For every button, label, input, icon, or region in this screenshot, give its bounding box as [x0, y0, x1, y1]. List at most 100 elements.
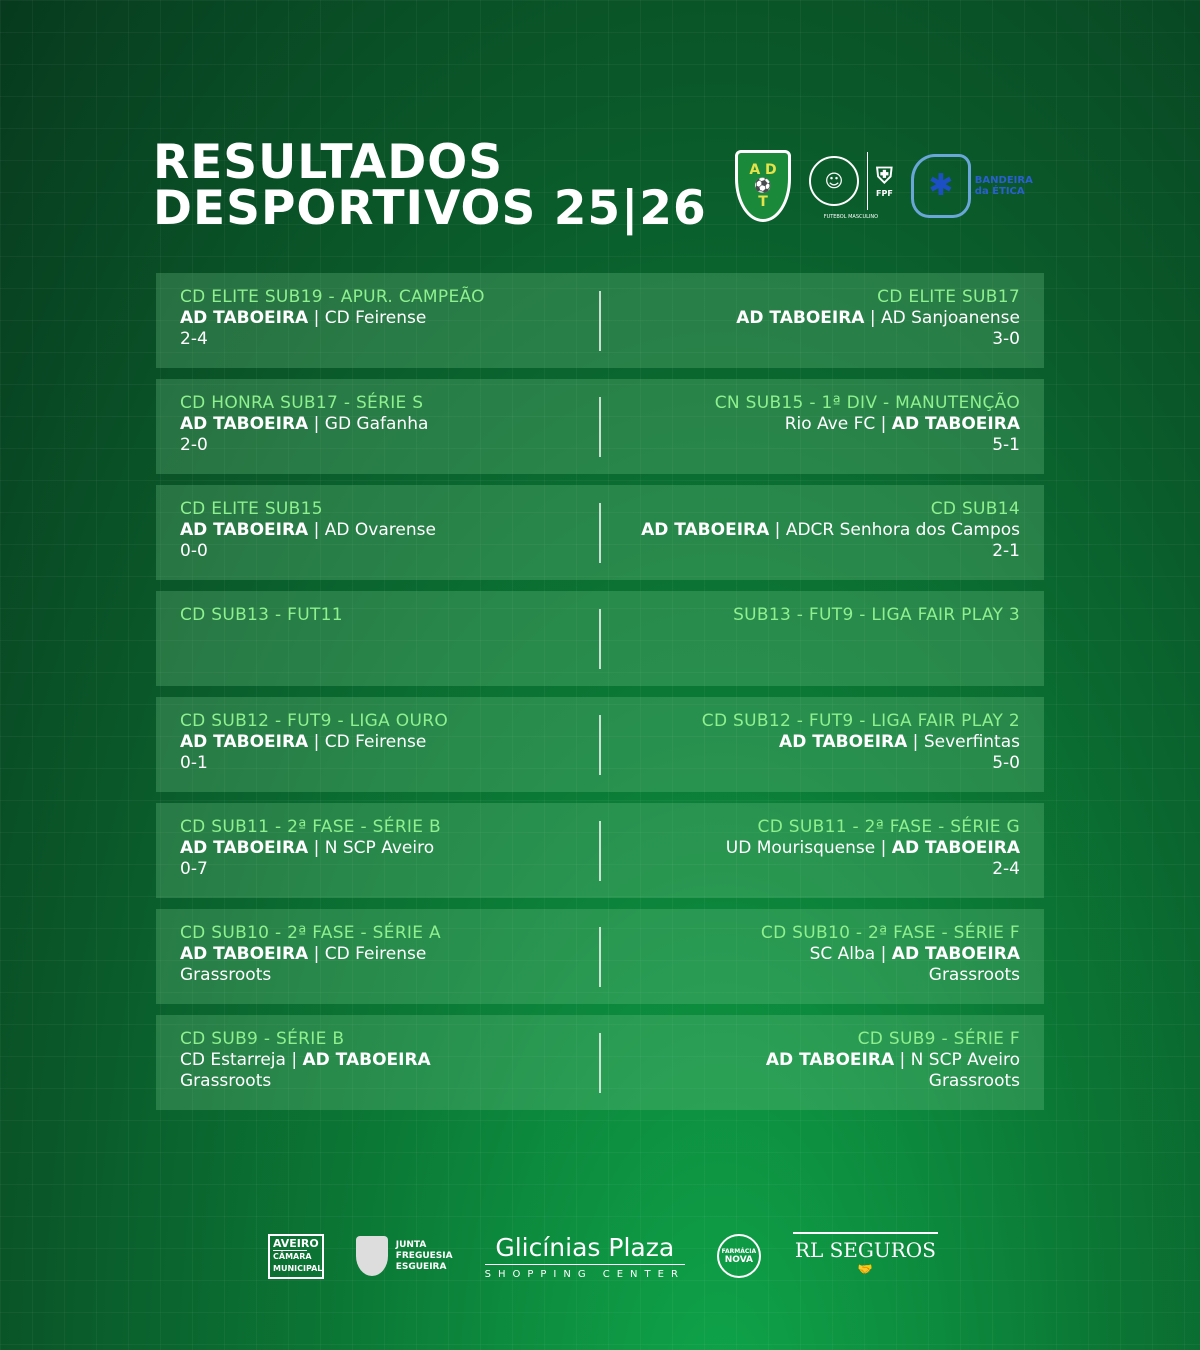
away-team: Severfintas — [923, 732, 1020, 752]
home-team: AD TABOEIRA — [641, 520, 770, 540]
home-team: AD TABOEIRA — [180, 308, 309, 328]
competition-label: SUB13 - FUT9 - LIGA FAIR PLAY 3 — [733, 605, 1020, 625]
game-left: CD SUB13 - FUT11 — [180, 605, 600, 647]
match-result: 5-0 — [992, 753, 1020, 773]
result-card: CD SUB12 - FUT9 - LIGA OURO AD TABOEIRA … — [156, 697, 1044, 792]
home-team: AD TABOEIRA — [765, 1050, 895, 1070]
game-left: CD SUB10 - 2ª FASE - SÉRIE A AD TABOEIRA… — [180, 923, 600, 986]
match-result: 3-0 — [992, 329, 1020, 349]
home-team: CD Estarreja — [180, 1050, 286, 1070]
home-team: AD TABOEIRA — [180, 838, 309, 858]
card-divider — [599, 291, 601, 351]
card-divider — [599, 1033, 601, 1093]
match-result: 2-4 — [180, 329, 208, 349]
match-teams: UD Mourisquense | AD TABOEIRA — [725, 838, 1020, 858]
competition-label: CD SUB9 - SÉRIE F — [857, 1029, 1020, 1049]
game-right: CD SUB10 - 2ª FASE - SÉRIE F SC Alba | A… — [600, 923, 1020, 986]
farmacia-nova-logo: FARMÁCIA NOVA — [716, 1234, 761, 1278]
away-team: CD Feirense — [324, 308, 427, 328]
game-left: CD ELITE SUB15 AD TABOEIRA | AD Ovarense… — [180, 499, 600, 562]
card-divider — [599, 609, 601, 669]
match-result: Grassroots — [928, 965, 1020, 985]
match-teams — [180, 626, 600, 647]
away-team: CD Feirense — [324, 944, 427, 964]
game-right: CD SUB14 AD TABOEIRA | ADCR Senhora dos … — [600, 499, 1020, 562]
home-team: AD TABOEIRA — [180, 414, 309, 434]
fpf-certification-logo: ☺ ⛨ FPF FUTEBOL MASCULINO — [809, 152, 893, 220]
competition-label: CD SUB11 - 2ª FASE - SÉRIE B — [180, 817, 441, 837]
game-right: SUB13 - FUT9 - LIGA FAIR PLAY 3 — [600, 605, 1020, 647]
away-team: CD Feirense — [324, 732, 427, 752]
home-team: AD TABOEIRA — [180, 944, 309, 964]
game-left: CD ELITE SUB19 - APUR. CAMPEÃO AD TABOEI… — [180, 287, 600, 350]
match-teams: AD TABOEIRA | AD Sanjoanense — [736, 308, 1020, 328]
home-team: Rio Ave FC — [784, 414, 876, 434]
away-team: GD Gafanha — [324, 414, 429, 434]
match-teams: AD TABOEIRA | GD Gafanha — [180, 414, 429, 434]
handshake-icon: 🤝 — [857, 1262, 873, 1276]
match-teams: AD TABOEIRA | N SCP Aveiro — [180, 838, 435, 858]
away-team: AD Sanjoanense — [881, 308, 1020, 328]
match-result: 0-7 — [180, 859, 208, 879]
card-divider — [599, 397, 601, 457]
game-left: CD HONRA SUB17 - SÉRIE S AD TABOEIRA | G… — [180, 393, 600, 456]
game-right: CD SUB9 - SÉRIE F AD TABOEIRA | N SCP Av… — [600, 1029, 1020, 1092]
home-team: SC Alba — [809, 944, 876, 964]
page-title: RESULTADOS DESPORTIVOS 25|26 — [153, 135, 707, 232]
home-team: AD TABOEIRA — [779, 732, 908, 752]
competition-label: CD SUB9 - SÉRIE B — [180, 1029, 345, 1049]
game-right: CN SUB15 - 1ª DIV - MANUTENÇÃO Rio Ave F… — [600, 393, 1020, 456]
game-left: CD SUB11 - 2ª FASE - SÉRIE B AD TABOEIRA… — [180, 817, 600, 880]
away-team: ADCR Senhora dos Campos — [785, 520, 1020, 540]
competition-label: CD ELITE SUB17 — [877, 287, 1020, 307]
competition-label: CD SUB12 - FUT9 - LIGA FAIR PLAY 2 — [701, 711, 1020, 731]
certified-entity-icon: ☺ — [809, 156, 859, 206]
match-teams: AD TABOEIRA | N SCP Aveiro — [765, 1050, 1020, 1070]
aveiro-logo: AVEIRO CÂMARA MUNICIPAL — [268, 1233, 324, 1279]
competition-label: CD SUB14 — [930, 499, 1020, 519]
match-teams: CD Estarreja | AD TABOEIRA — [180, 1050, 431, 1070]
match-result: Grassroots — [180, 1071, 272, 1091]
match-teams — [600, 626, 1020, 647]
match-result: 5-1 — [992, 435, 1020, 455]
away-team: AD TABOEIRA — [891, 838, 1020, 858]
competition-label: CD ELITE SUB19 - APUR. CAMPEÃO — [180, 287, 485, 307]
card-divider — [599, 927, 601, 987]
game-left: CD SUB12 - FUT9 - LIGA OURO AD TABOEIRA … — [180, 711, 600, 774]
competition-label: CN SUB15 - 1ª DIV - MANUTENÇÃO — [714, 393, 1020, 413]
home-team: UD Mourisquense — [725, 838, 876, 858]
away-team: N SCP Aveiro — [910, 1050, 1020, 1070]
match-result: 2-4 — [992, 859, 1020, 879]
away-team: AD TABOEIRA — [891, 944, 1020, 964]
card-divider — [599, 715, 601, 775]
rl-seguros-logo: RL SEGUROS 🤝 — [792, 1232, 938, 1280]
game-left: CD SUB9 - SÉRIE B CD Estarreja | AD TABO… — [180, 1029, 600, 1092]
away-team: N SCP Aveiro — [324, 838, 435, 858]
match-teams: AD TABOEIRA | CD Feirense — [180, 732, 427, 752]
game-right: CD ELITE SUB17 AD TABOEIRA | AD Sanjoane… — [600, 287, 1020, 350]
competition-label: CD SUB13 - FUT11 — [180, 605, 343, 625]
coat-of-arms-icon — [355, 1236, 388, 1276]
bandeira-etica-logo: ✱ BANDEIRA da ÉTICA — [910, 154, 1033, 218]
competition-label: CD HONRA SUB17 - SÉRIE S — [180, 393, 424, 413]
competition-label: CD ELITE SUB15 — [180, 499, 323, 519]
match-teams: AD TABOEIRA | CD Feirense — [180, 308, 427, 328]
match-result: 0-0 — [180, 541, 208, 561]
result-card: CD SUB13 - FUT11 SUB13 - FUT9 - LIGA FAI… — [156, 591, 1044, 686]
away-team: AD TABOEIRA — [891, 414, 1020, 434]
away-team: AD TABOEIRA — [302, 1050, 431, 1070]
match-teams: Rio Ave FC | AD TABOEIRA — [784, 414, 1020, 434]
home-team: AD TABOEIRA — [736, 308, 865, 328]
title-line-1: RESULTADOS — [153, 135, 504, 190]
club-crest-logo: A D ⚽ T — [735, 150, 791, 222]
result-card: CD SUB10 - 2ª FASE - SÉRIE A AD TABOEIRA… — [156, 909, 1044, 1004]
competition-label: CD SUB12 - FUT9 - LIGA OURO — [180, 711, 449, 731]
competition-label: CD SUB11 - 2ª FASE - SÉRIE G — [757, 817, 1020, 837]
card-divider — [599, 821, 601, 881]
away-team: AD Ovarense — [324, 520, 436, 540]
result-card: CD HONRA SUB17 - SÉRIE S AD TABOEIRA | G… — [156, 379, 1044, 474]
match-teams: SC Alba | AD TABOEIRA — [809, 944, 1020, 964]
competition-label: CD SUB10 - 2ª FASE - SÉRIE F — [760, 923, 1020, 943]
result-card: CD ELITE SUB15 AD TABOEIRA | AD Ovarense… — [156, 485, 1044, 580]
